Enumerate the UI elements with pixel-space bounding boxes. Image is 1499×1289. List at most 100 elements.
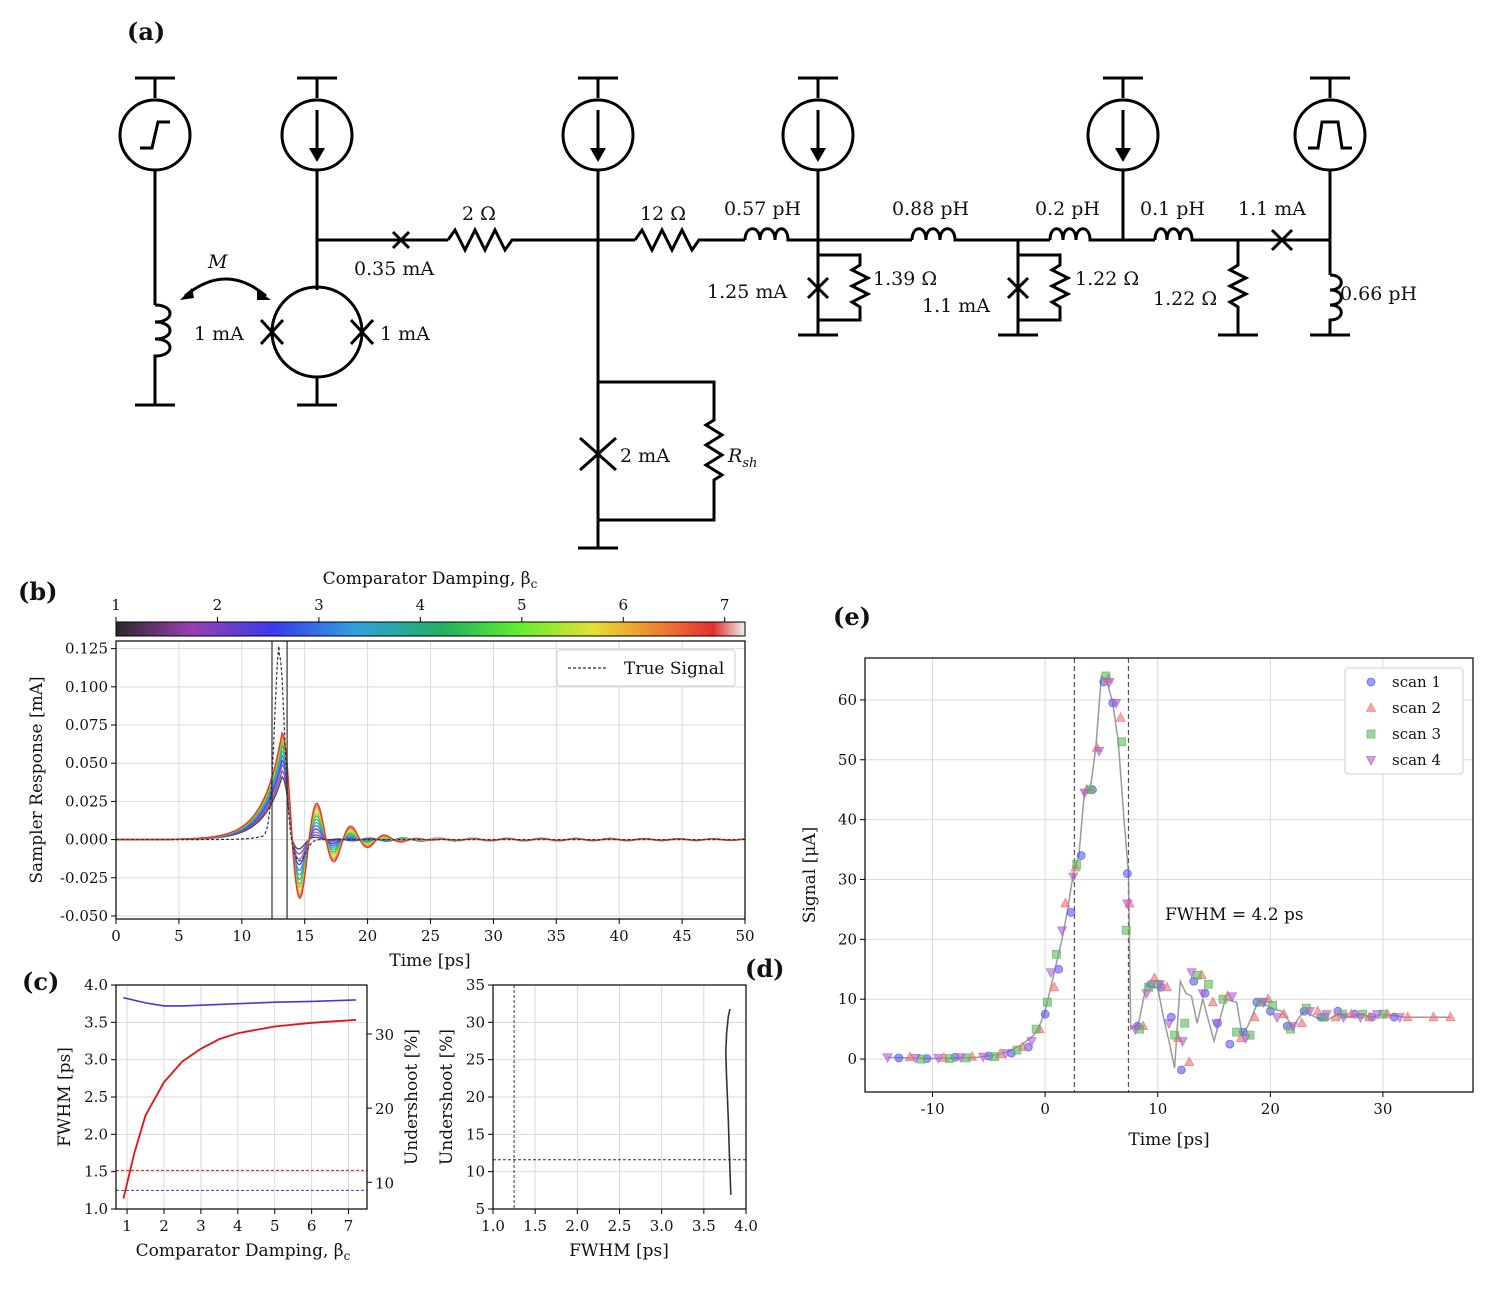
fwhm-annotation: FWHM = 4.2 ps	[1165, 905, 1304, 925]
legend-marker	[1365, 702, 1377, 712]
x-tick-label: 4.0	[734, 1217, 758, 1235]
y-tick-label-left: 2.0	[84, 1125, 108, 1143]
y-tick-label: 10	[466, 1163, 485, 1181]
legend-label: scan 3	[1392, 725, 1441, 743]
x-tick-label: 30	[484, 927, 503, 945]
scan-3-point	[1218, 994, 1228, 1004]
legend-marker	[1366, 677, 1376, 687]
scan-3-point	[1121, 925, 1131, 935]
y-tick-label-left: 1.0	[84, 1200, 108, 1218]
y-axis-label: Undershoot [%]	[437, 1029, 457, 1165]
colorbar-tick-label: 7	[720, 596, 730, 614]
x-tick-label: 25	[421, 927, 440, 945]
scan-4-point	[1026, 1037, 1037, 1047]
legend-label: True Signal	[624, 659, 724, 679]
scan-4-point	[1163, 1019, 1175, 1030]
mutual-inductance-label: M	[207, 251, 228, 273]
scan-4-point	[1094, 746, 1105, 757]
series-line	[116, 741, 744, 886]
circuit-schematic: M 0.3	[118, 76, 1417, 550]
x-tick-label: 20	[1261, 1100, 1280, 1118]
scan-4-point	[1226, 992, 1238, 1003]
scan-3-point	[1043, 997, 1052, 1007]
series-line	[116, 738, 744, 889]
x-tick-label: -10	[920, 1100, 944, 1118]
scan-4-point	[882, 1053, 893, 1064]
panel-label-a: (a)	[127, 17, 165, 46]
scan-2-point	[1115, 712, 1126, 722]
x-axis-label: Comparator Damping, βc	[136, 1241, 351, 1263]
scan-4-point	[955, 1053, 966, 1064]
scan-2-point	[1364, 1011, 1375, 1022]
y-tick-label: 0.125	[65, 640, 108, 658]
junction-icon	[1006, 276, 1030, 300]
scan-4-point	[1154, 980, 1166, 991]
scan-4-point	[1258, 998, 1269, 1009]
scan-4-point	[1079, 788, 1090, 799]
junction-icon	[1270, 228, 1294, 252]
scan-3-point	[1052, 949, 1061, 959]
panel-label-c: (c)	[22, 967, 59, 996]
tradeoff-curve	[724, 1008, 732, 1195]
fwhm-curve	[123, 996, 356, 1007]
y-tick-label: 50	[838, 751, 857, 769]
colorbar-tick-label: 5	[517, 596, 527, 614]
y-tick-label-left: 1.5	[84, 1163, 108, 1181]
series-line	[116, 763, 744, 860]
scan-3-point	[1180, 1018, 1190, 1028]
y-tick-label: 0.075	[65, 716, 108, 734]
pulse-source-icon	[1293, 98, 1367, 172]
inductor-label: 0.1 pH	[1140, 198, 1205, 220]
panel-label-d: (d)	[745, 954, 785, 983]
scan-3-point	[1192, 970, 1202, 980]
scan-2-point	[1330, 1011, 1341, 1022]
junction-icon	[579, 436, 617, 472]
scan-4-point	[1045, 968, 1056, 979]
y-tick-label-left: 2.5	[84, 1088, 108, 1106]
scan-4-point	[1211, 1019, 1222, 1030]
resistor-label: 1.39 Ω	[873, 268, 937, 290]
plot-frame	[864, 657, 1474, 1093]
x-tick-label: 1	[122, 1217, 132, 1235]
scan-1-point	[1076, 851, 1086, 860]
scan-3-point	[1117, 737, 1127, 747]
supply-rails	[135, 76, 1350, 98]
scan-1-point	[1176, 1065, 1186, 1075]
panel-label-b: (b)	[18, 577, 58, 606]
resistor-label: 1.22 Ω	[1153, 288, 1217, 310]
y-tick-label: 0.100	[65, 678, 108, 696]
x-tick-label: 2.5	[608, 1217, 632, 1235]
x-tick-label: 3.0	[650, 1217, 674, 1235]
series-line	[116, 749, 744, 876]
scan-3-point	[1170, 1030, 1180, 1040]
scan-2-point	[1312, 1005, 1323, 1016]
scan-4-point	[1130, 1025, 1141, 1035]
junction-label: 1.1 mA	[922, 295, 990, 317]
series-line	[116, 769, 744, 855]
y-tick-label: -0.025	[60, 869, 108, 887]
y-tick-label: -0.050	[60, 907, 108, 925]
junction-label: 1.25 mA	[707, 281, 787, 303]
junction-icon	[259, 318, 285, 346]
scan-4-point	[1240, 1034, 1251, 1044]
colorbar-tick-label: 2	[213, 596, 223, 614]
scan-3-point	[1012, 1045, 1022, 1055]
x-tick-label: 10	[232, 927, 251, 945]
junction-icon	[391, 230, 411, 250]
series-line	[116, 744, 744, 881]
y-tick-label-right: 30	[375, 1026, 394, 1044]
y-tick-label: 10	[838, 990, 857, 1008]
junction-label: 2 mA	[620, 445, 670, 467]
scan-4-point	[933, 1053, 944, 1064]
scan-4-point	[1321, 1010, 1332, 1021]
y-tick-label: 30	[838, 870, 857, 888]
undershoot-curve	[122, 1019, 356, 1199]
y-tick-label: 15	[466, 1125, 485, 1143]
scan-2-point	[1207, 996, 1219, 1007]
scan-3-point	[945, 1054, 954, 1063]
scan-4-point	[1394, 1013, 1405, 1024]
scan-4-point	[910, 1053, 921, 1064]
colorbar-tick-label: 6	[618, 596, 628, 614]
series-line	[116, 758, 744, 866]
x-tick-label: 5	[270, 1217, 280, 1235]
